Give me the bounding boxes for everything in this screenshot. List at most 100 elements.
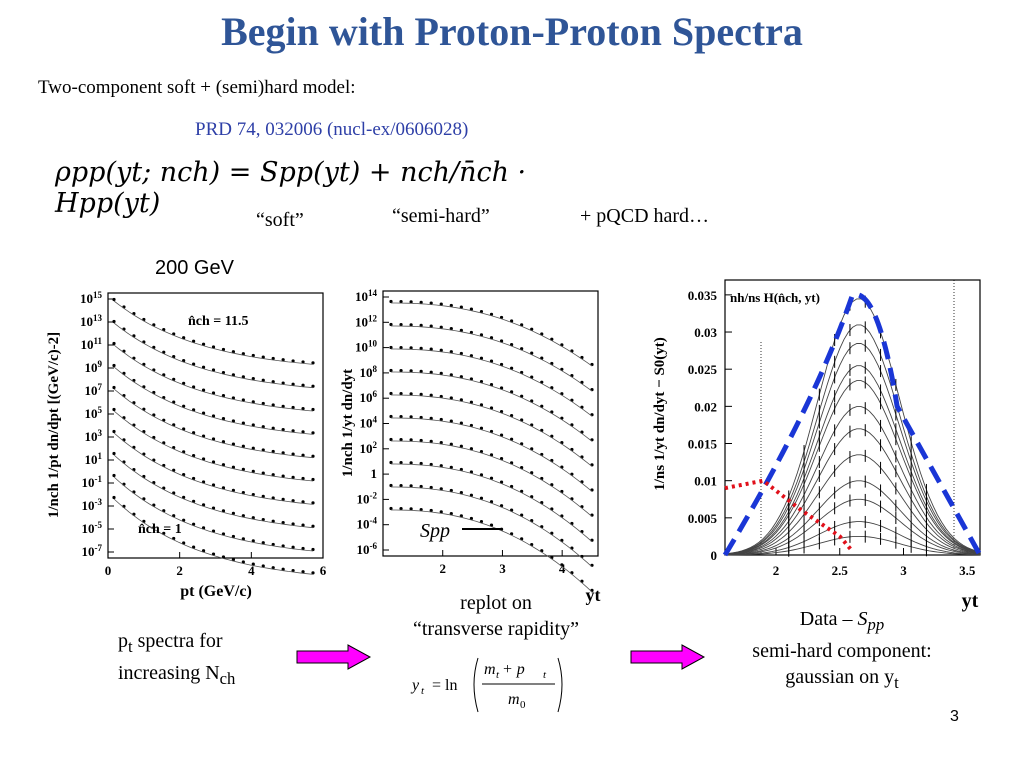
pt-data-point (251, 353, 255, 358)
hard-y-axis-label: 1/ns 1/yt dn/dyt − S0(yt) (652, 337, 668, 491)
yt-data-point (469, 423, 473, 428)
yt-data-point (439, 510, 443, 514)
pt-data-point (271, 542, 275, 547)
pt-y-tick-label-exp: -5 (95, 520, 103, 530)
pt-series-line (113, 432, 314, 505)
yt-series-line (391, 509, 593, 593)
yt-data-point (429, 508, 433, 513)
yt-data-point (389, 506, 393, 511)
pt-data-point (231, 534, 235, 539)
yt-data-point (489, 312, 494, 316)
pt-data-point (311, 477, 315, 482)
pt-data-point (231, 442, 235, 446)
pt-data-point (311, 547, 315, 552)
data-caption-line3: gaussian on y (785, 666, 895, 688)
yt-data-point (459, 305, 463, 309)
pt-caption-line2: increasing N (118, 662, 220, 684)
hard-gaussian-line (724, 343, 981, 555)
pt-y-tick-label: 1013 (80, 313, 103, 329)
pt-caption: pt spectra for increasing Nch (118, 628, 308, 692)
pt-data-point (301, 406, 305, 411)
yt-data-point (399, 322, 403, 327)
pt-caption-sub2: ch (219, 669, 236, 688)
yt-data-point (399, 414, 403, 419)
yt-data-point (489, 476, 494, 480)
yt-x-tick-label: 4 (559, 561, 566, 576)
pt-data-point (291, 429, 295, 433)
pt-data-point (221, 440, 226, 444)
pt-data-point (311, 524, 315, 528)
pt-data-point (192, 362, 196, 366)
pt-data-point (291, 545, 295, 549)
yt-data-point (499, 362, 504, 367)
pt-data-point (311, 501, 315, 505)
hard-y-tick-label: 0.03 (694, 325, 717, 340)
pt-y-tick-label-exp: 13 (93, 313, 103, 323)
pt-x-ticks: 0 2 4 6 (105, 552, 327, 578)
yt-data-point (439, 302, 443, 306)
yt-data-point (409, 300, 413, 304)
yt-y-tick-label-exp: 6 (373, 389, 378, 399)
pt-series-line (113, 388, 314, 459)
pt-data-point (251, 423, 255, 427)
yt-data-point (429, 347, 433, 351)
pt-series-line (113, 476, 314, 552)
yt-data-point (449, 350, 453, 354)
pt-data-point (221, 463, 226, 467)
yt-data-point (469, 354, 473, 358)
hard-gaussian-line (725, 535, 981, 556)
pt-data-point (201, 365, 206, 369)
pt-y-ticks: 1015 1013 1011 109 107 105 103 101 10-1 10-3 10-5 1… (80, 290, 114, 559)
hard-gaussian-line (725, 521, 981, 556)
pt-data-point (301, 523, 305, 527)
pt-data-point (221, 486, 226, 490)
pt-series-line (113, 366, 314, 435)
pt-data-point (211, 506, 216, 510)
hard-x-tick-label: 3.5 (959, 563, 976, 578)
pt-data-point (231, 419, 235, 423)
yt-data-point (389, 391, 393, 396)
yt-data-point (449, 488, 453, 493)
pt-data-point (301, 453, 305, 457)
hard-y-tick-label: 0.015 (688, 437, 718, 452)
yt-data-point (409, 484, 413, 488)
yt-data-point (469, 307, 473, 311)
yt-data-point (439, 441, 443, 445)
pt-y-tick-label: 10-7 (82, 543, 103, 559)
pt-data-point (241, 375, 245, 379)
hard-y-tick-label: 0.02 (694, 399, 717, 414)
pt-data-point (301, 360, 305, 364)
yt-data-point (469, 400, 473, 404)
pt-series-line (113, 410, 314, 482)
yt-data-point (449, 465, 453, 469)
yt-x-axis-label: yt (586, 585, 601, 605)
yt-series-line (391, 440, 593, 517)
yt-data-point (469, 516, 473, 521)
data-caption-sub3: t (894, 673, 899, 692)
pt-data-point (221, 555, 226, 559)
pt-data-point (231, 488, 235, 492)
pt-data-point (251, 377, 255, 381)
yt-data-point (469, 493, 473, 497)
yt-data-point (439, 487, 443, 491)
yt-y-tick-label: 10-2 (357, 490, 378, 506)
yt-data-point (419, 484, 423, 489)
pt-y-tick-label: 1011 (80, 336, 102, 352)
pt-data-point (311, 431, 315, 435)
pt-data-point (211, 345, 216, 349)
pt-data-point (221, 417, 226, 421)
pt-y-tick-label: 10-1 (82, 474, 103, 490)
pt-data-point (261, 471, 265, 475)
yt-x-tick-label: 3 (499, 561, 506, 576)
pt-data-point (201, 388, 206, 392)
yt-data-point (459, 375, 463, 379)
pt-data-point (231, 396, 235, 400)
yt-data-point (389, 299, 393, 304)
yt-data-point (479, 356, 484, 360)
pt-y-tick-label: 1015 (80, 290, 103, 306)
arrow-right-icon (630, 644, 706, 670)
pt-y-tick-label-exp: -3 (95, 497, 103, 507)
yt-data-point (469, 447, 473, 451)
pt-data-point (221, 509, 226, 513)
